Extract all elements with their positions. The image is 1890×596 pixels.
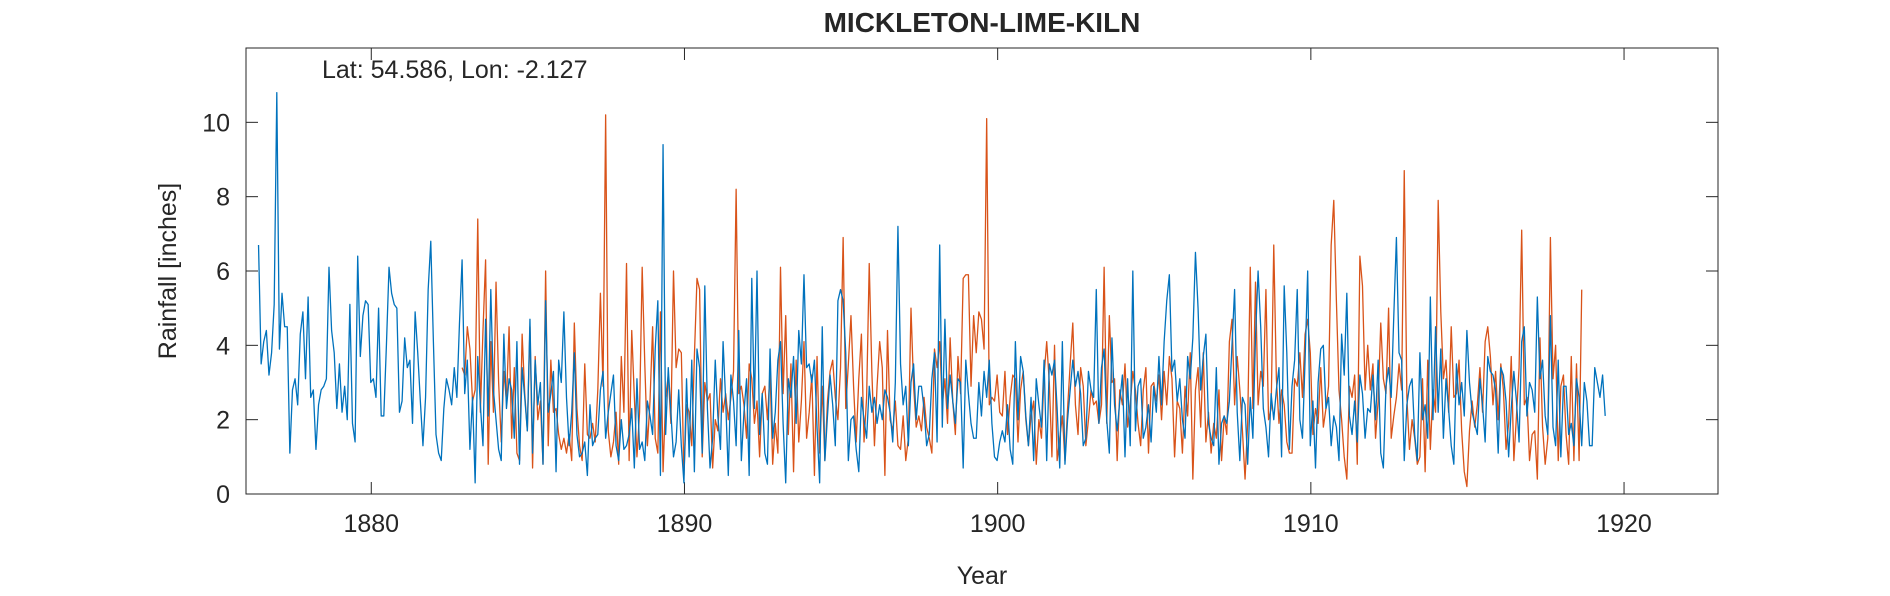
y-tick-marks — [246, 121, 1718, 495]
series-line-1 — [461, 114, 1583, 488]
location-annotation: Lat: 54.586, Lon: -2.127 — [322, 56, 588, 84]
x-tick-labels: 1880 1890 1900 1910 1920 — [343, 510, 1651, 538]
x-tick-label: 1910 — [1283, 510, 1339, 538]
series-line-2 — [257, 91, 1606, 484]
y-tick-label: 2 — [216, 407, 230, 435]
y-tick-label: 8 — [216, 184, 230, 212]
x-tick-label: 1900 — [970, 510, 1026, 538]
y-axis-label: Rainfall [inches] — [154, 183, 182, 359]
x-tick-label: 1880 — [343, 510, 399, 538]
x-tick-label: 1920 — [1596, 510, 1652, 538]
y-tick-label: 10 — [202, 109, 230, 137]
series-layer — [257, 91, 1606, 488]
x-tick-label: 1890 — [657, 510, 713, 538]
y-tick-label: 6 — [216, 258, 230, 286]
y-tick-label: 4 — [216, 332, 230, 360]
x-tick-marks — [370, 48, 1625, 494]
y-tick-label: 0 — [216, 481, 230, 509]
chart-title: MICKLETON-LIME-KILN — [824, 7, 1141, 38]
x-axis-label: Year — [957, 562, 1008, 590]
y-tick-labels: 0 2 4 6 8 10 — [202, 109, 230, 509]
